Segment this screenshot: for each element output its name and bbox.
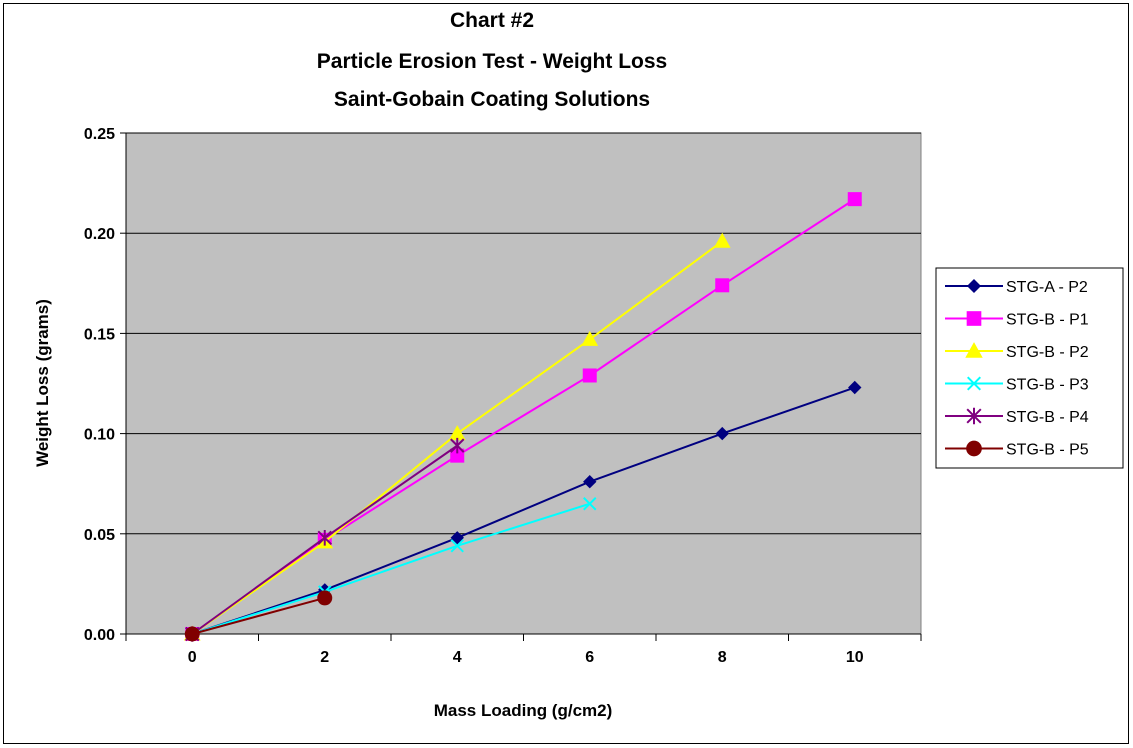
data-point <box>450 531 464 545</box>
y-tick-label: 0.10 <box>84 427 115 444</box>
y-tick-label: 0.20 <box>84 226 115 243</box>
data-point <box>965 342 983 358</box>
y-tick-label: 0.00 <box>84 627 115 644</box>
data-point <box>966 407 982 425</box>
x-tick-label: 4 <box>453 649 462 666</box>
chart-titles: Chart #2 Particle Erosion Test - Weight … <box>317 9 667 111</box>
x-tick-label: 8 <box>718 649 727 666</box>
chart-title-line-2: Particle Erosion Test - Weight Loss <box>317 50 667 73</box>
series-line <box>191 502 591 635</box>
legend-item: STG-B - P1 <box>945 311 1089 329</box>
plot-area <box>125 132 922 635</box>
data-point <box>847 192 862 207</box>
x-tick-label: 0 <box>188 649 197 666</box>
legend-item: STG-B - P4 <box>945 407 1089 426</box>
data-point <box>715 278 730 293</box>
data-point <box>966 376 982 391</box>
x-axis-label: Mass Loading (g/cm2) <box>434 701 613 720</box>
data-point <box>713 232 731 248</box>
gridlines <box>126 132 921 535</box>
data-point <box>317 590 333 606</box>
chart-title-line-3: Saint-Gobain Coating Solutions <box>334 88 650 111</box>
data-point <box>583 474 597 489</box>
legend-label: STG-B - P1 <box>1006 312 1089 329</box>
data-point <box>583 497 597 511</box>
data-point <box>966 278 982 294</box>
data-point <box>450 437 465 454</box>
legend-box <box>935 267 1124 469</box>
legend-item: STG-B - P5 <box>945 440 1089 459</box>
data-point <box>184 626 200 642</box>
legend-label: STG-B - P3 <box>1006 377 1089 394</box>
data-point <box>317 530 332 546</box>
legend-item: STG-A - P2 <box>945 278 1088 296</box>
series-line <box>191 386 856 635</box>
series-layer <box>183 192 862 642</box>
series-6 <box>184 590 333 642</box>
legend: STG-A - P2 STG-B - P1 STG-B - P2 STG-B - P3… <box>935 267 1124 469</box>
chart-title-line-1: Chart #2 <box>450 9 534 32</box>
y-tick-label: 0.05 <box>84 527 115 544</box>
data-point <box>581 330 599 346</box>
data-point <box>450 539 464 553</box>
x-tick-label: 10 <box>846 649 864 666</box>
y-axis-label: Weight Loss (grams) <box>33 299 52 467</box>
series-line <box>191 596 326 635</box>
y-tick-labels: 0.00 0.05 0.10 0.15 0.20 0.25 <box>84 126 126 644</box>
data-point <box>848 380 862 395</box>
legend-item: STG-B - P2 <box>945 342 1089 361</box>
data-point <box>966 440 982 457</box>
data-point <box>715 426 729 441</box>
legend-label: STG-B - P2 <box>1006 344 1089 361</box>
legend-label: STG-A - P2 <box>1006 279 1088 296</box>
x-tick-label: 6 <box>585 649 594 666</box>
legend-label: STG-B - P5 <box>1006 442 1089 459</box>
y-tick-label: 0.25 <box>84 126 115 143</box>
y-tick-label: 0.15 <box>84 326 115 343</box>
x-tick-label: 2 <box>320 649 329 666</box>
legend-item: STG-B - P3 <box>945 376 1089 394</box>
data-point <box>966 311 982 326</box>
legend-label: STG-B - P4 <box>1006 409 1089 426</box>
data-point <box>582 368 597 383</box>
series-line <box>191 198 856 635</box>
x-tick-labels: 0 2 4 6 8 10 <box>125 634 922 666</box>
